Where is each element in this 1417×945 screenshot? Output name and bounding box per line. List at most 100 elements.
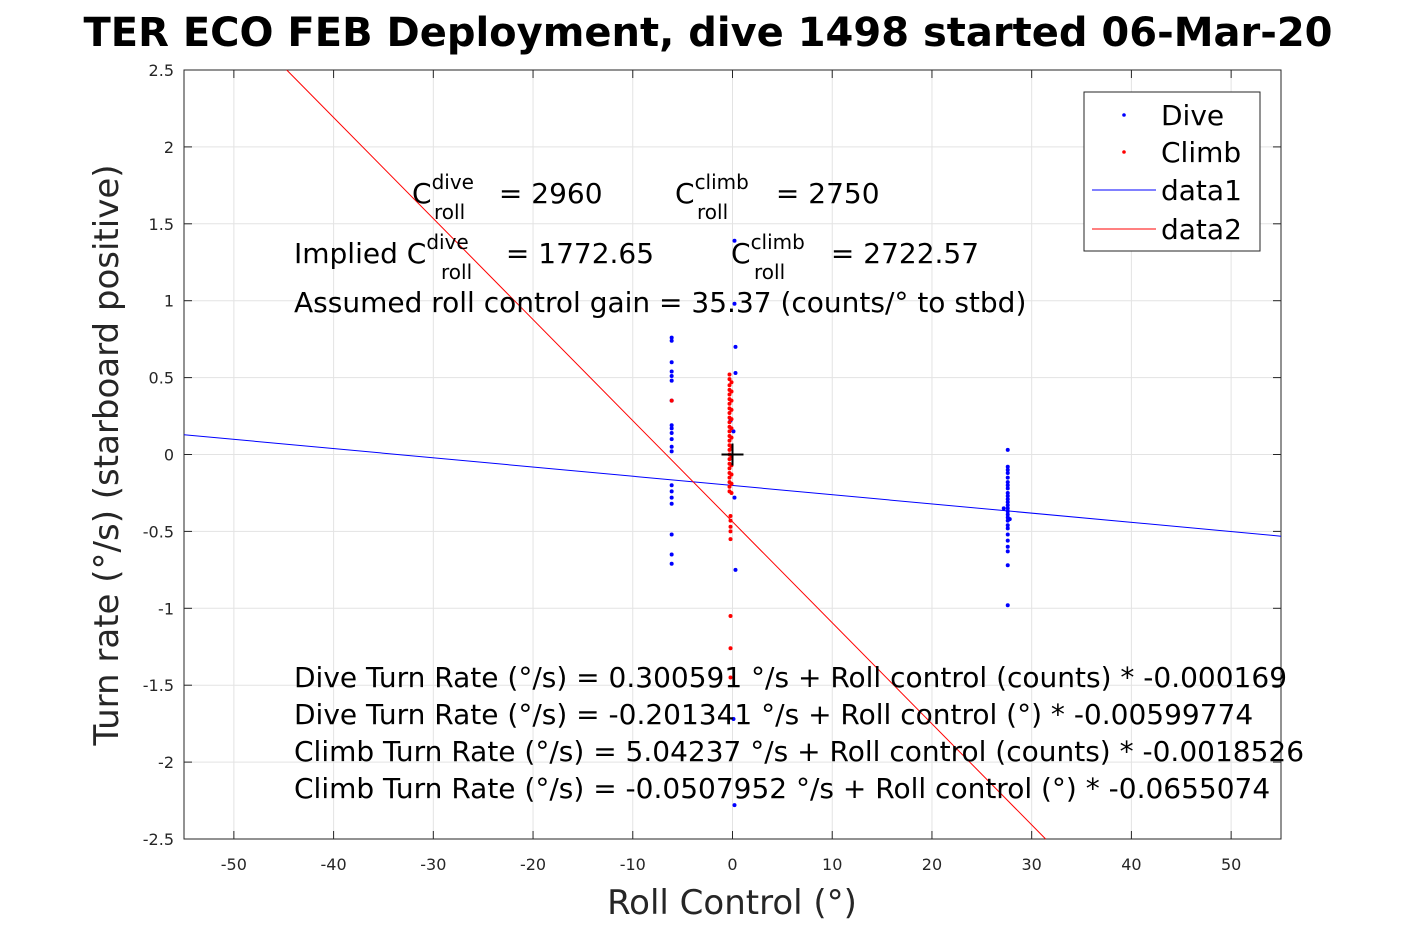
series-point-dive (731, 429, 736, 434)
series-point-dive (1005, 475, 1010, 480)
implied-climb-letter: C (731, 237, 751, 270)
y-tick-label: -2 (158, 753, 174, 772)
series-point-dive (733, 344, 738, 349)
x-tick-label: -20 (520, 855, 546, 874)
fit-lines (183, 69, 1282, 840)
c-climb-annotation: Cclimb roll = 2750 (675, 170, 880, 224)
series-point-dive (1005, 549, 1010, 554)
series-point-climb (729, 417, 734, 422)
series-point-climb (728, 537, 733, 542)
series-point-climb (729, 490, 734, 495)
series-point-dive (669, 338, 674, 343)
series-point-climb (729, 380, 734, 385)
series-point-climb (729, 398, 734, 403)
series-point-climb (729, 481, 734, 486)
series-point-dive (733, 567, 738, 572)
series-point-climb (727, 401, 732, 406)
series-point-dive (1005, 486, 1010, 491)
series-point-climb (729, 407, 734, 412)
legend-box (1083, 91, 1261, 252)
series-line-data1 (183, 434, 1282, 537)
series-point-climb (728, 518, 733, 523)
x-tick-label: -50 (221, 855, 247, 874)
y-tick-label: 2 (164, 138, 174, 157)
series-point-dive (1005, 447, 1010, 452)
y-tick-label: -1.5 (143, 676, 174, 695)
x-tick-label: 50 (1221, 855, 1241, 874)
series-point-dive (669, 532, 674, 537)
series-point-dive (1005, 483, 1010, 488)
series-line-data2 (286, 69, 1046, 840)
series-point-dive (1001, 506, 1006, 511)
series-point-dive (1005, 512, 1010, 517)
series-point-climb (728, 613, 733, 618)
series-point-dive (733, 370, 738, 375)
series-point-dive (1005, 563, 1010, 568)
series-point-dive (1007, 517, 1012, 522)
series-point-climb (727, 383, 732, 388)
series-point-climb (669, 398, 674, 403)
y-tick-label: 1 (164, 292, 174, 311)
series-point-dive (669, 449, 674, 454)
series-point-climb (729, 426, 734, 431)
x-tick-label: -10 (620, 855, 646, 874)
series-point-climb (727, 377, 732, 382)
series-point-dive (1005, 523, 1010, 528)
x-tick-label: 0 (727, 855, 737, 874)
series-point-dive (669, 561, 674, 566)
series-point-climb (728, 524, 733, 529)
series-point-dive (731, 717, 736, 722)
series-point-dive (732, 301, 737, 306)
series-point-dive (669, 437, 674, 442)
series-point-dive (1005, 494, 1010, 499)
series-point-climb (727, 466, 732, 471)
series-point-dive (1005, 470, 1010, 475)
series-point-climb (727, 484, 732, 489)
series-point-dive (669, 360, 674, 365)
implied-climb-value: = 2722.57 (822, 237, 979, 270)
series-point-climb (727, 447, 732, 452)
series-point-dive (669, 430, 674, 435)
series-point-dive (669, 369, 674, 374)
y-tick-label: 2.5 (149, 61, 174, 80)
implied-prefix: Implied C (294, 237, 426, 270)
c-climb-value: = 2750 (767, 177, 880, 210)
c-dive-value: = 2960 (490, 177, 603, 210)
y-tick-label: 1.5 (149, 215, 174, 234)
series-point-dive (1005, 506, 1010, 511)
c-dive-letter: C (412, 177, 432, 210)
y-tick-label: -2.5 (143, 830, 174, 849)
series-point-dive (669, 335, 674, 340)
x-axis-label: Roll Control (°) (607, 883, 857, 923)
series-point-dive (1005, 490, 1010, 495)
series-point-dive (669, 501, 674, 506)
series-point-dive (669, 489, 674, 494)
series-point-climb (728, 529, 733, 534)
series-point-dive (732, 238, 737, 243)
implied-climb-sup: climb (751, 230, 805, 254)
series-point-dive (669, 378, 674, 383)
c-dive-sup: dive (432, 170, 474, 194)
series-point-dive (1005, 526, 1010, 531)
y-tick-label: -0.5 (143, 522, 174, 541)
y-axis-label: Turn rate (°/s) (starboard positive) (87, 164, 127, 746)
series-point-dive (1005, 464, 1010, 469)
legend-dive-marker (1122, 113, 1126, 117)
series-point-climb (727, 429, 732, 434)
legend-data2-label: data2 (1161, 213, 1242, 246)
legend: Dive Climb data1 data2 (1083, 91, 1261, 252)
legend-dive-label: Dive (1161, 99, 1224, 132)
implied-climb-annotation: Cclimb roll = 2722.57 (731, 230, 979, 284)
series-point-climb (727, 372, 732, 377)
series-point-dive (1005, 497, 1010, 502)
chart-title: TER ECO FEB Deployment, dive 1498 starte… (83, 10, 1332, 56)
series-point-dive (1005, 500, 1010, 505)
series-point-dive (732, 495, 737, 500)
implied-dive-value: = 1772.65 (497, 237, 654, 270)
x-tick-label: -30 (420, 855, 446, 874)
series-point-climb (727, 475, 732, 480)
series-point-climb (728, 514, 733, 519)
c-climb-letter: C (675, 177, 695, 210)
series-point-dive (1005, 603, 1010, 608)
series-point-dive (1005, 467, 1010, 472)
